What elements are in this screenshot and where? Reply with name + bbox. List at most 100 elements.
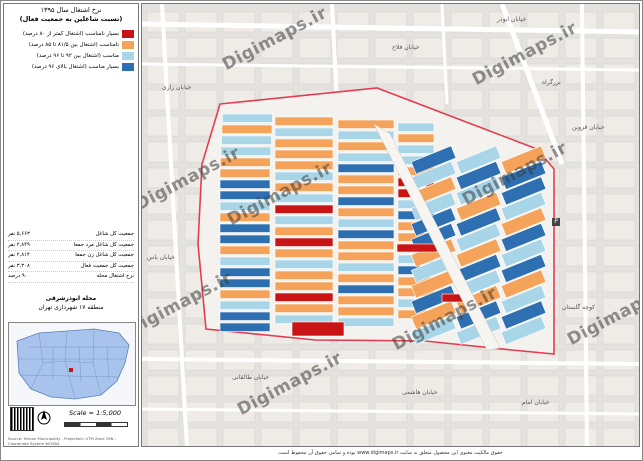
- parcel[interactable]: [220, 146, 272, 156]
- city-block: [184, 427, 218, 446]
- parcel[interactable]: [337, 207, 395, 217]
- parcel[interactable]: [219, 311, 271, 321]
- parcel[interactable]: [500, 222, 547, 252]
- parcel[interactable]: [220, 157, 271, 167]
- parcel[interactable]: [337, 317, 395, 327]
- parcel[interactable]: [455, 207, 502, 237]
- parcel[interactable]: [397, 144, 435, 154]
- parcel[interactable]: [396, 243, 438, 253]
- parcel[interactable]: [274, 171, 334, 181]
- parcel[interactable]: [274, 160, 334, 170]
- city-block: [260, 427, 294, 446]
- parcel[interactable]: [274, 259, 334, 269]
- parcel[interactable]: [219, 300, 271, 310]
- city-block: [222, 11, 256, 33]
- parcel[interactable]: [219, 223, 271, 233]
- parcel[interactable]: [455, 238, 502, 268]
- parcel[interactable]: [337, 240, 395, 250]
- parcel[interactable]: [219, 179, 271, 189]
- parcel[interactable]: [337, 229, 395, 239]
- parcel[interactable]: [274, 204, 334, 214]
- parcel[interactable]: [455, 176, 502, 206]
- parcel[interactable]: [274, 193, 334, 203]
- parcel[interactable]: [500, 284, 547, 314]
- parcel[interactable]: [455, 145, 502, 175]
- city-block: [450, 349, 484, 371]
- parcel[interactable]: [500, 160, 547, 190]
- parcel[interactable]: [219, 190, 271, 200]
- parcel[interactable]: [219, 278, 271, 288]
- parcel[interactable]: [500, 145, 547, 175]
- city-block: [222, 37, 256, 59]
- parcel[interactable]: [397, 133, 435, 143]
- city-block: [564, 427, 598, 446]
- parcel[interactable]: [455, 222, 502, 252]
- parcel[interactable]: [274, 270, 334, 280]
- parcel[interactable]: [337, 130, 395, 140]
- parcel[interactable]: [337, 174, 395, 184]
- legend-item: نامناسب (اشتغال بین ۸۱/۵ تا ۸۵ درصد): [8, 39, 134, 50]
- parcel[interactable]: [274, 303, 334, 313]
- parcel[interactable]: [221, 135, 272, 145]
- parcel[interactable]: [397, 122, 435, 132]
- parcel[interactable]: [337, 273, 395, 283]
- parcel[interactable]: [274, 281, 334, 291]
- parcel[interactable]: [337, 119, 395, 129]
- parcel[interactable]: [500, 238, 547, 268]
- parcel[interactable]: [274, 138, 334, 148]
- parcel[interactable]: [455, 160, 502, 190]
- parcel[interactable]: [410, 300, 457, 330]
- city-block: [602, 323, 636, 345]
- parcel[interactable]: [219, 256, 271, 266]
- city-block: [184, 37, 218, 59]
- parcel[interactable]: [337, 306, 395, 316]
- parcel[interactable]: [500, 269, 547, 299]
- city-block: [298, 63, 332, 85]
- parcel[interactable]: [274, 237, 334, 247]
- parcel[interactable]: [337, 185, 395, 195]
- parcel[interactable]: [222, 113, 273, 123]
- parcel[interactable]: [500, 315, 547, 345]
- parcel[interactable]: [219, 234, 271, 244]
- parcel[interactable]: [219, 245, 271, 255]
- credit-text: Source: Tehran Municipality - Projection…: [8, 436, 117, 446]
- parcel[interactable]: [337, 163, 395, 173]
- parcel[interactable]: [274, 116, 334, 126]
- main-map[interactable]: خیابان ابوذر خیابان فلاح بزرگراه خیابان …: [141, 3, 640, 447]
- parcel[interactable]: [410, 284, 457, 314]
- legend-item: بسیار نامناسب (اشتغال کمتر از ۸۰ درصد): [8, 28, 134, 39]
- parcel[interactable]: [337, 218, 395, 228]
- legend-item: بسیار مناسب (اشتغال بالای ۹۶ درصد): [8, 61, 134, 72]
- city-block: [564, 89, 598, 111]
- parcel[interactable]: [274, 215, 334, 225]
- parcel[interactable]: [219, 289, 271, 299]
- parcel[interactable]: [500, 207, 547, 237]
- parcel[interactable]: [337, 262, 395, 272]
- parcel[interactable]: [219, 168, 271, 178]
- parcel[interactable]: [337, 196, 395, 206]
- parcel[interactable]: [274, 292, 334, 302]
- parcel[interactable]: [500, 300, 547, 330]
- parcel[interactable]: [274, 149, 334, 159]
- parcel[interactable]: [274, 248, 334, 258]
- parcel[interactable]: [500, 253, 547, 283]
- parcel[interactable]: [274, 226, 334, 236]
- parcel[interactable]: [219, 322, 271, 332]
- parcel[interactable]: [274, 182, 334, 192]
- stats-table: جمعیت کل شاغل ۵,۶۶۳ نفر جمعیت کل شاغل مرد…: [8, 230, 134, 283]
- parcel[interactable]: [410, 315, 457, 345]
- parcel[interactable]: [337, 295, 395, 305]
- parcel[interactable]: [219, 212, 271, 222]
- parcel[interactable]: [500, 176, 547, 206]
- parcel[interactable]: [500, 191, 547, 221]
- parcel[interactable]: [455, 191, 502, 221]
- parcel[interactable]: [274, 127, 334, 137]
- parcel[interactable]: [291, 321, 345, 337]
- parcel[interactable]: [219, 267, 271, 277]
- parcel[interactable]: [219, 201, 271, 211]
- parcel[interactable]: [410, 145, 457, 175]
- parcel[interactable]: [221, 124, 273, 134]
- parcel[interactable]: [337, 284, 395, 294]
- parcel[interactable]: [337, 152, 395, 162]
- parcel[interactable]: [337, 251, 395, 261]
